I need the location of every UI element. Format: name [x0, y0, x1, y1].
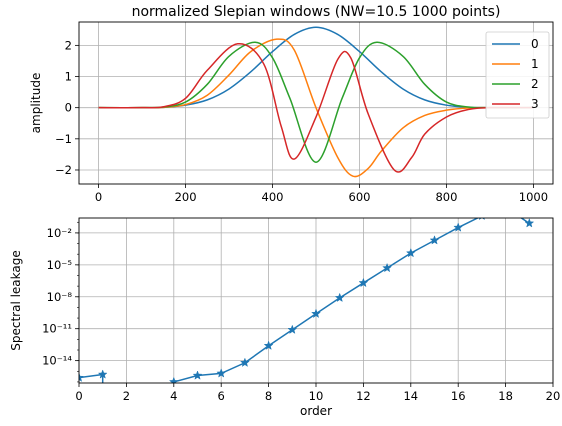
series-line-2	[98, 41, 534, 163]
data-point-star	[453, 222, 464, 232]
x-tick-label: 1000	[519, 190, 548, 204]
y-axis-label: Spectral leakage	[9, 250, 23, 351]
y-tick-label: −1	[55, 132, 72, 146]
x-tick-label: 6	[218, 389, 225, 403]
chart-title: normalized Slepian windows (NW=10.5 1000…	[132, 4, 501, 20]
data-point-star	[79, 372, 84, 382]
data-point-star	[192, 370, 203, 380]
x-tick-label: 0	[75, 389, 82, 403]
data-point-star	[239, 357, 250, 367]
series-line-1	[98, 38, 534, 178]
legend-label-0: 0	[531, 37, 539, 51]
x-tick-label: 600	[349, 190, 371, 204]
x-tick-label: 14	[403, 389, 418, 403]
data-point-star	[334, 292, 345, 303]
bottom-plot: 0 2 4 6 8 10 12 14 16 18 20 10⁻² 10⁻⁵ 10⁻⁸ 10⁻¹¹ 10⁻¹⁴ o…	[9, 203, 561, 418]
legend-box	[485, 31, 550, 119]
data-point-star	[501, 203, 510, 211]
y-tick-label: 1	[65, 70, 72, 84]
x-axis-label: order	[300, 404, 332, 418]
x-tick-label: 800	[435, 190, 457, 204]
y-tick-label: 10⁻⁵	[47, 258, 73, 272]
legend-label-1: 1	[531, 57, 539, 71]
data-point-star	[168, 376, 179, 383]
data-point-star	[287, 324, 298, 334]
legend-label-2: 2	[531, 77, 539, 91]
x-tick-label: 16	[451, 389, 466, 403]
y-tick-label: 2	[65, 38, 72, 52]
data-point-star	[382, 262, 393, 273]
y-tick-label: 10⁻¹¹	[42, 322, 72, 336]
y-tick-label: −2	[55, 163, 72, 177]
y-tick-label: 10⁻¹⁴	[42, 354, 72, 368]
x-tick-label: 20	[546, 389, 561, 403]
y-tick-label: 0	[65, 101, 72, 115]
x-tick-label: 4	[170, 389, 177, 403]
data-point-star	[524, 218, 535, 228]
x-tick-label: 8	[265, 389, 272, 403]
x-tick-label: 10	[309, 389, 324, 403]
x-tick-label: 12	[356, 389, 371, 403]
data-point-star	[311, 308, 321, 319]
x-tick-label: 2	[123, 389, 130, 403]
legend-label-3: 3	[531, 97, 539, 111]
top-plot: normalized Slepian windows (NW=10.5 1000…	[29, 4, 554, 204]
x-tick-label: 400	[262, 190, 284, 204]
y-tick-label: 10⁻²	[47, 226, 72, 240]
plot-frame	[78, 21, 554, 185]
data-point-star	[429, 235, 440, 245]
x-tick-label: 200	[175, 190, 197, 204]
data-point-star	[405, 247, 416, 258]
x-tick-label: 0	[95, 190, 102, 204]
data-point-star	[97, 369, 108, 379]
series-group	[79, 203, 535, 383]
data-point-star	[358, 277, 369, 288]
x-tick-label: 18	[498, 389, 513, 403]
data-point-star	[216, 368, 227, 378]
series-line-0	[98, 26, 534, 109]
y-tick-label: 10⁻⁸	[47, 290, 73, 304]
plot-frame	[78, 217, 554, 384]
series-line-segment	[173, 218, 530, 383]
series-line-segment	[79, 373, 103, 379]
data-point-star	[263, 340, 274, 350]
y-axis-label: amplitude	[29, 73, 43, 134]
series-line-3	[98, 43, 534, 173]
